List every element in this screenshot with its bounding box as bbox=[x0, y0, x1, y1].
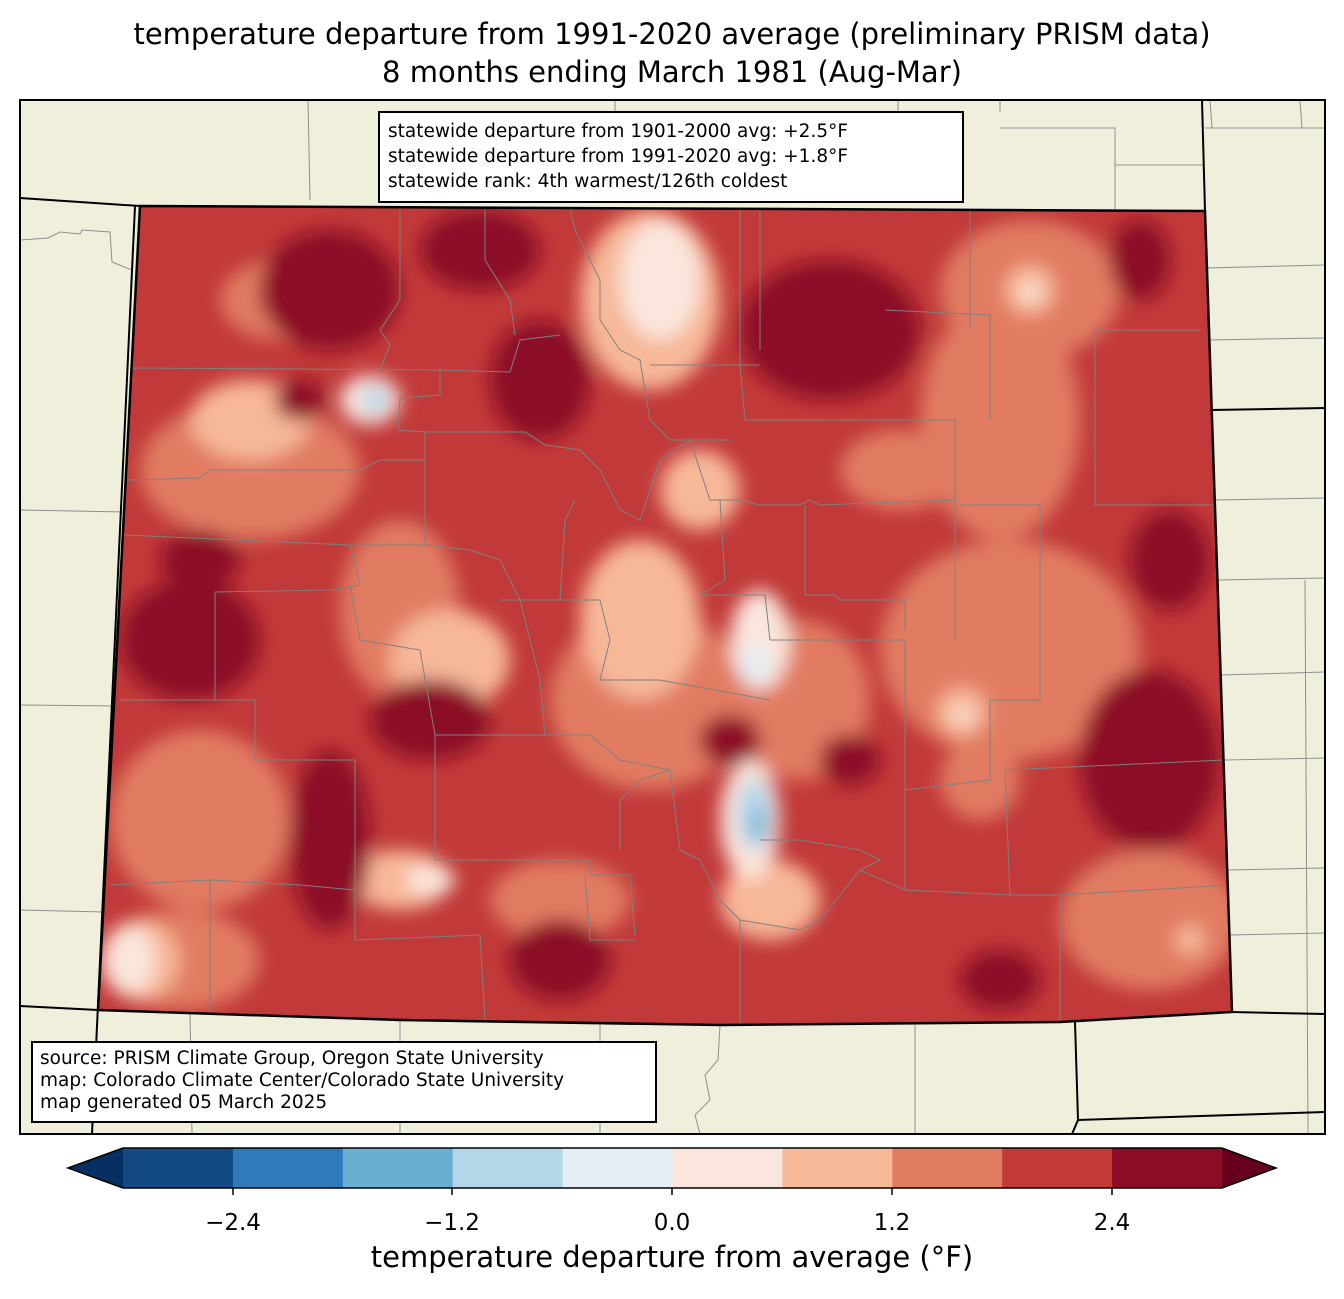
colorbar-segment bbox=[342, 1148, 454, 1188]
neighbor-county-lines bbox=[19, 99, 1326, 1135]
colorbar-segment bbox=[892, 1148, 1003, 1188]
colorbar-segment bbox=[232, 1148, 344, 1188]
colorado-county-lines bbox=[109, 209, 1231, 1025]
colorbar-segment bbox=[782, 1148, 893, 1188]
statewide-stats-box: statewide departure from 1901-2000 avg: … bbox=[378, 111, 964, 203]
credit-map: map: Colorado Climate Center/Colorado St… bbox=[40, 1070, 565, 1091]
colorbar-tick-label: 0.0 bbox=[653, 1210, 691, 1236]
colorbar-segment bbox=[123, 1148, 234, 1188]
colorbar-segment bbox=[452, 1148, 564, 1188]
map-frame bbox=[19, 99, 1326, 1135]
colorbar-outline bbox=[65, 1147, 1279, 1189]
credit-source: source: PRISM Climate Group, Oregon Stat… bbox=[40, 1048, 544, 1069]
colorbar-tick-label: −1.2 bbox=[424, 1210, 480, 1236]
colorbar-over-arrow bbox=[1222, 1148, 1276, 1188]
map-title-line-2: 8 months ending March 1981 (Aug-Mar) bbox=[382, 55, 962, 89]
map-title-line-1: temperature departure from 1991-2020 ave… bbox=[133, 17, 1211, 51]
colorbar-title: temperature departure from average (°F) bbox=[370, 1240, 974, 1274]
stat-rank: statewide rank: 4th warmest/126th coldes… bbox=[388, 171, 788, 192]
colorbar-segment bbox=[562, 1148, 673, 1188]
credits-box: source: PRISM Climate Group, Oregon Stat… bbox=[31, 1041, 657, 1123]
colorbar-segment bbox=[1112, 1148, 1223, 1188]
stat-departure-1991-2020: statewide departure from 1991-2020 avg: … bbox=[388, 146, 848, 167]
colorado-anomaly-field bbox=[98, 206, 1232, 1025]
colorbar-under-arrow bbox=[68, 1148, 123, 1188]
colorbar bbox=[65, 1147, 1279, 1195]
colorado-border bbox=[96, 204, 1234, 1027]
colorbar-tick-label: −2.4 bbox=[205, 1210, 261, 1236]
stat-departure-1901-2000: statewide departure from 1901-2000 avg: … bbox=[388, 121, 848, 142]
colorbar-tick-label: 2.4 bbox=[1093, 1210, 1131, 1236]
colorbar-segment bbox=[672, 1148, 783, 1188]
colorbar-tick-label: 1.2 bbox=[873, 1210, 911, 1236]
credit-generated: map generated 05 March 2025 bbox=[40, 1092, 328, 1113]
colorbar-segment bbox=[1002, 1148, 1113, 1188]
